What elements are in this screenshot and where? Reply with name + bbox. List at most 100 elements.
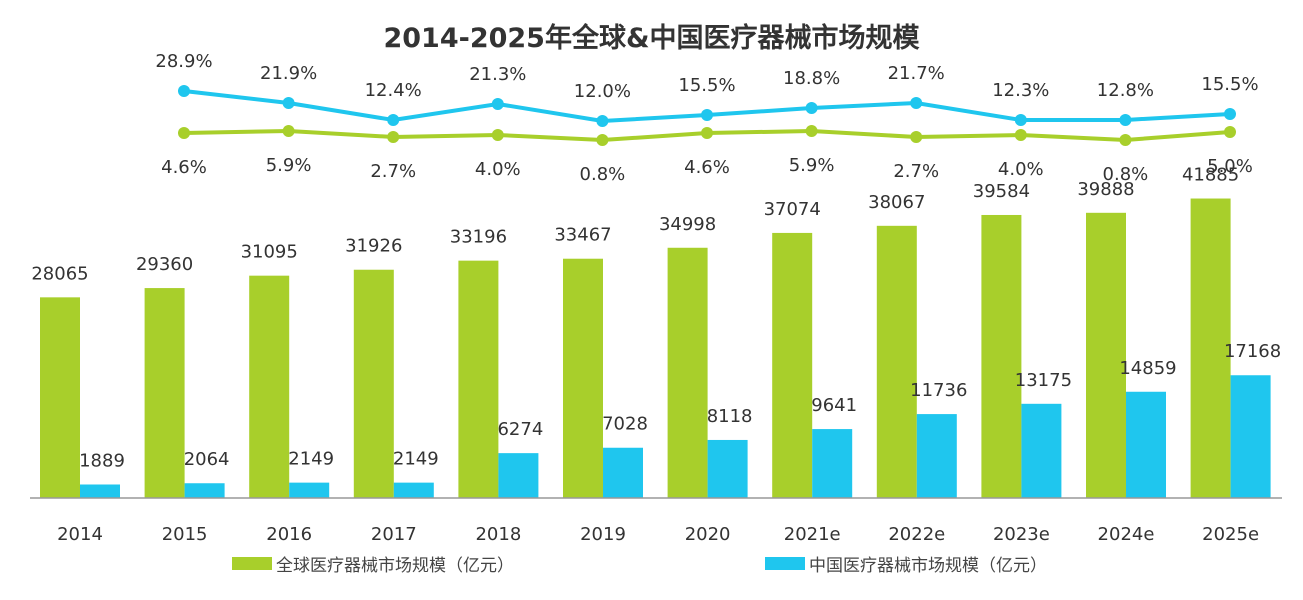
growth-label-global-3: 4.0% (475, 159, 521, 180)
growth-point-global-0 (178, 127, 190, 139)
x-tick-2022e: 2022e (888, 524, 945, 545)
bar-global-2020 (667, 247, 708, 498)
label-china-2024e: 14859 (1119, 358, 1176, 379)
label-china-2016: 2149 (288, 449, 334, 470)
label-china-2017: 2149 (393, 449, 439, 470)
chart-title: 2014-2025年全球&中国医疗器械市场规模 (383, 23, 920, 54)
x-tick-2014: 2014 (57, 524, 103, 545)
bar-china-2021e (812, 429, 853, 498)
x-tick-2016: 2016 (266, 524, 312, 545)
growth-point-china-8 (1014, 114, 1027, 126)
growth-label-global-9: 0.8% (1103, 164, 1149, 185)
growth-label-china-9: 12.8% (1097, 80, 1154, 101)
x-tick-2023e: 2023e (993, 524, 1050, 545)
bar-global-2019 (563, 258, 603, 498)
label-global-2024e: 39888 (1077, 179, 1134, 200)
label-china-2014: 1889 (79, 450, 125, 471)
x-tick-2019: 2019 (580, 524, 626, 545)
growth-label-china-7: 21.7% (888, 63, 945, 84)
label-global-2017: 31926 (345, 236, 402, 257)
x-tick-2024e: 2024e (1098, 524, 1155, 545)
bar-china-2025e (1230, 375, 1271, 498)
growth-point-china-0 (178, 85, 190, 97)
bar-global-2025e (1190, 198, 1231, 498)
growth-point-global-1 (282, 125, 295, 137)
bar-china-2024e (1126, 391, 1166, 498)
growth-point-global-6 (805, 125, 818, 137)
legend-global: 全球医疗器械市场规模（亿元） (232, 552, 514, 576)
x-tick-2025e: 2025e (1202, 524, 1259, 545)
label-global-2019: 33467 (554, 225, 611, 246)
growth-point-global-7 (910, 131, 923, 143)
growth-lines-layer (178, 85, 1236, 146)
growth-label-china-10: 15.5% (1201, 74, 1258, 95)
growth-label-china-4: 12.0% (574, 81, 631, 102)
growth-point-global-4 (596, 134, 609, 146)
growth-point-global-2 (387, 131, 400, 143)
legend-china-swatch (765, 556, 805, 570)
growth-point-china-10 (1224, 108, 1236, 120)
bar-china-2018 (498, 453, 539, 498)
bar-china-2015 (184, 483, 225, 498)
legend-china-label: 中国医疗器械市场规模（亿元） (809, 555, 1047, 576)
labels-layer: 28065 1889 2014 29360 2064 2015 31095 2149 2016 3… (31, 51, 1281, 545)
label-china-2021e: 9641 (811, 395, 857, 416)
growth-label-china-5: 15.5% (678, 75, 735, 96)
bar-global-2023e (981, 214, 1022, 498)
legend-global-swatch (232, 556, 272, 570)
bar-global-2016 (249, 275, 290, 498)
bar-china-2022e (916, 414, 957, 498)
bar-global-2021e (772, 232, 813, 498)
legend-china: 中国医疗器械市场规模（亿元） (765, 552, 1047, 576)
growth-point-global-9 (1119, 134, 1132, 146)
growth-label-china-0: 28.9% (155, 51, 212, 72)
bar-china-2017 (393, 482, 434, 498)
growth-label-china-3: 21.3% (469, 64, 526, 85)
growth-point-china-5 (701, 109, 713, 121)
bar-china-2016 (289, 482, 330, 498)
label-global-2016: 31095 (241, 242, 298, 263)
growth-point-china-7 (910, 97, 923, 109)
bar-global-2017 (353, 269, 394, 498)
bar-china-2023e (1021, 403, 1062, 498)
x-tick-2017: 2017 (371, 524, 417, 545)
growth-label-global-6: 5.9% (789, 155, 835, 176)
growth-label-china-8: 12.3% (992, 80, 1049, 101)
bars-layer (40, 198, 1271, 499)
growth-point-global-3 (491, 129, 504, 141)
growth-point-china-2 (387, 114, 400, 126)
label-china-2015: 2064 (184, 449, 230, 470)
x-tick-2015: 2015 (162, 524, 208, 545)
growth-point-global-8 (1014, 129, 1027, 141)
bar-china-2014 (80, 484, 120, 498)
growth-label-global-5: 4.6% (684, 157, 730, 178)
label-china-2025e: 17168 (1224, 341, 1281, 362)
growth-label-global-10: 5.0% (1207, 156, 1253, 177)
label-global-2018: 33196 (450, 227, 507, 248)
label-global-2025e: 41885 (1182, 165, 1239, 186)
bar-global-2015 (144, 288, 185, 498)
growth-label-china-2: 12.4% (365, 80, 422, 101)
growth-point-china-1 (282, 97, 295, 109)
growth-point-china-4 (596, 115, 609, 127)
label-china-2018: 6274 (497, 419, 543, 440)
bar-china-2020 (707, 439, 748, 498)
growth-point-china-6 (805, 102, 818, 114)
growth-label-global-1: 5.9% (266, 155, 312, 176)
growth-label-china-6: 18.8% (783, 68, 840, 89)
growth-point-china-3 (491, 98, 504, 110)
label-global-2023e: 39584 (973, 181, 1030, 202)
x-tick-2021e: 2021e (784, 524, 841, 545)
growth-point-china-9 (1119, 114, 1132, 126)
growth-label-global-8: 4.0% (998, 159, 1044, 180)
label-china-2023e: 13175 (1015, 370, 1072, 391)
bar-global-2024e (1086, 212, 1126, 499)
label-global-2022e: 38067 (868, 192, 925, 213)
growth-label-global-0: 4.6% (161, 157, 207, 178)
bar-global-2014 (40, 297, 80, 498)
growth-point-global-5 (701, 127, 713, 139)
label-global-2020: 34998 (659, 214, 716, 235)
label-global-2014: 28065 (31, 263, 88, 284)
x-tick-2020: 2020 (685, 524, 731, 545)
